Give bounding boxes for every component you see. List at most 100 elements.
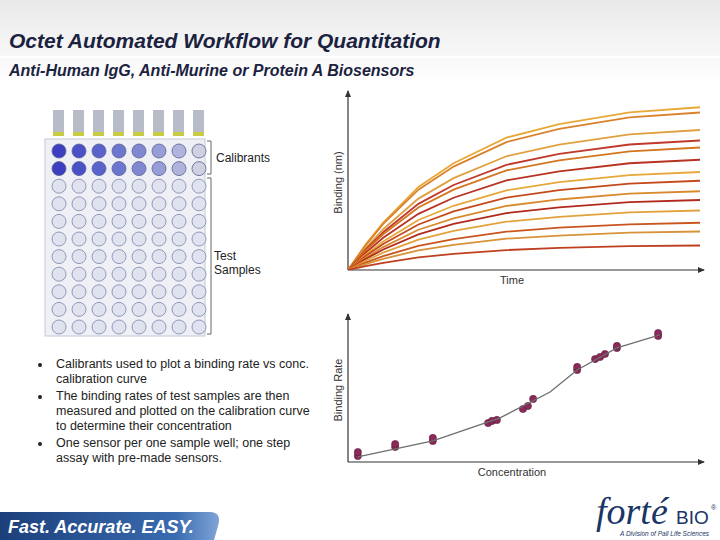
- y-axis: [347, 314, 348, 462]
- sensor: [173, 110, 184, 132]
- plate: Calibrants TestSamples: [45, 110, 270, 336]
- bracket: [207, 178, 211, 334]
- x-axis-label: Time: [500, 274, 524, 286]
- well: [172, 250, 186, 264]
- series-line: [348, 246, 700, 271]
- well: [152, 144, 166, 158]
- well: [112, 162, 126, 176]
- well: [92, 197, 106, 211]
- series-line: [348, 172, 700, 270]
- bullet-list: Calibrants used to plot a binding rate v…: [30, 357, 320, 468]
- well: [172, 197, 186, 211]
- header-rule: [0, 56, 720, 58]
- well: [172, 302, 186, 316]
- well: [172, 144, 186, 158]
- well: [52, 144, 66, 158]
- well: [112, 214, 126, 228]
- well: [132, 197, 146, 211]
- well: [92, 214, 106, 228]
- well: [112, 320, 126, 334]
- x-axis-label: Concentration: [478, 466, 547, 478]
- well: [92, 320, 106, 334]
- series-line: [348, 160, 700, 270]
- well: [112, 285, 126, 299]
- well: [132, 302, 146, 316]
- series-line: [358, 335, 660, 457]
- well: [72, 144, 86, 158]
- well: [92, 250, 106, 264]
- well: [92, 232, 106, 246]
- bullet: One sensor per one sample well; one step…: [52, 436, 320, 466]
- sensor: [133, 110, 144, 132]
- banner: [0, 512, 219, 540]
- well: [152, 267, 166, 281]
- series-line: [348, 211, 700, 271]
- series-line: [348, 232, 700, 271]
- series-line: [348, 130, 700, 270]
- sensor-tip: [53, 132, 64, 136]
- series-line: [348, 200, 700, 270]
- sensor: [93, 110, 104, 132]
- well: [52, 214, 66, 228]
- series-line: [348, 141, 700, 271]
- chart: Binding Rate Concentration: [332, 313, 705, 478]
- sensor-tip: [113, 132, 124, 136]
- plot-area: [348, 107, 700, 270]
- well: [192, 214, 206, 228]
- well: [52, 197, 66, 211]
- well: [152, 214, 166, 228]
- well: [52, 162, 66, 176]
- well: [152, 320, 166, 334]
- well: [192, 302, 206, 316]
- chart: Binding (nm)Time: [332, 90, 705, 286]
- axis-arrow: [345, 90, 351, 97]
- logo-main: forté: [596, 490, 670, 532]
- sensor-tip: [193, 132, 204, 136]
- series-line: [348, 181, 700, 270]
- well: [192, 285, 206, 299]
- well: [132, 179, 146, 193]
- well: [92, 267, 106, 281]
- well: [132, 232, 146, 246]
- point: [354, 448, 361, 455]
- well: [72, 285, 86, 299]
- well: [92, 302, 106, 316]
- sensor: [113, 110, 124, 132]
- y-axis-label: Binding Rate: [332, 359, 344, 422]
- well: [172, 162, 186, 176]
- bullet: Calibrants used to plot a binding rate v…: [52, 357, 320, 387]
- sensor: [153, 110, 164, 132]
- series-line: [348, 191, 700, 270]
- plate-body: [45, 139, 205, 336]
- well: [132, 162, 146, 176]
- well: [132, 267, 146, 281]
- well: [192, 267, 206, 281]
- well: [192, 179, 206, 193]
- well: [112, 232, 126, 246]
- series-line: [348, 113, 700, 271]
- well: [72, 162, 86, 176]
- well: [92, 179, 106, 193]
- well: [172, 232, 186, 246]
- well: [72, 250, 86, 264]
- subtitle: Anti-Human IgG, Anti-Murine or Protein A…: [8, 62, 414, 79]
- calibrants-label: Calibrants: [216, 151, 270, 165]
- point: [392, 440, 399, 447]
- well: [92, 285, 106, 299]
- series-line: [348, 223, 700, 270]
- well: [52, 179, 66, 193]
- well: [72, 179, 86, 193]
- logo-bio: BIO: [676, 507, 709, 528]
- sensor: [53, 110, 64, 132]
- well: [172, 214, 186, 228]
- sensor-tip: [153, 132, 164, 136]
- well: [132, 144, 146, 158]
- sensor-tip: [173, 132, 184, 136]
- well: [52, 302, 66, 316]
- well: [52, 232, 66, 246]
- bracket: [207, 141, 211, 174]
- samples-label: TestSamples: [214, 249, 261, 277]
- samples-label-line: Samples: [214, 263, 261, 277]
- well: [192, 197, 206, 211]
- well: [52, 285, 66, 299]
